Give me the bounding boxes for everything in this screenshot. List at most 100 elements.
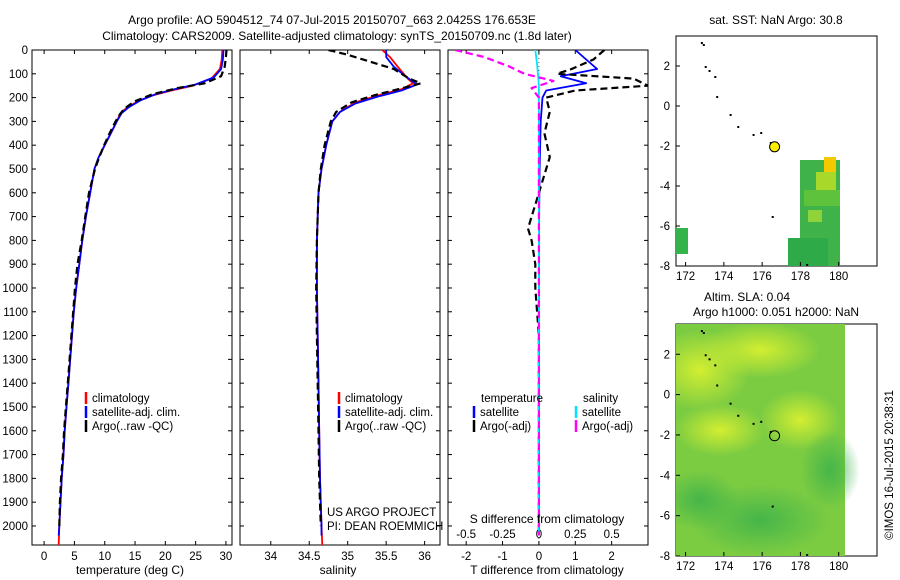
map-xtick-label: 178 <box>791 561 810 573</box>
sst-cell-mid <box>804 190 840 206</box>
salinity-xtick-label: 35.5 <box>375 551 397 563</box>
s-diff-tick-label: -0.25 <box>489 529 515 541</box>
depth-tick-label: 900 <box>9 259 28 271</box>
island-mark <box>708 358 711 361</box>
map-ytick-label: 0 <box>664 101 670 113</box>
temperature-xtick-label: 30 <box>220 551 233 563</box>
depth-tick-label: 1600 <box>2 426 28 438</box>
legend-climatology: climatology <box>92 393 150 405</box>
sla-map-title2: Argo h1000: 0.051 h2000: NaN <box>693 305 859 319</box>
salinity-xtick-label: 36 <box>418 551 431 563</box>
island-mark <box>771 216 774 218</box>
depth-tick-label: 1200 <box>2 331 28 343</box>
s-diff-tick-label: 0.5 <box>604 529 620 541</box>
temperature-xtick-label: 0 <box>41 551 47 563</box>
salinity-legend: climatology satellite-adj. clim. Argo(..… <box>337 392 433 433</box>
legend-satellite: satellite-adj. clim. <box>92 407 180 419</box>
depth-tick-label: 200 <box>9 93 28 105</box>
sst-argo-marker <box>769 141 781 153</box>
temperature-xtick-label: 20 <box>159 551 172 563</box>
island-mark <box>806 553 809 556</box>
depth-tick-label: 1700 <box>2 450 28 462</box>
depth-tick-label: 800 <box>9 235 28 247</box>
difference-xtick-label: -2 <box>461 551 471 563</box>
island-mark <box>714 364 717 367</box>
sst-cell-west <box>676 228 688 254</box>
sla-high-n <box>700 324 820 378</box>
depth-tick-label: 2000 <box>2 521 28 533</box>
header-line1: Argo profile: AO 5904512_74 07-Jul-2015 … <box>128 13 536 27</box>
depth-tick-label: 600 <box>9 188 28 200</box>
island-mark <box>708 70 711 72</box>
salinity-series-argo-raw-qc- <box>315 50 422 527</box>
copyright-label: ©IMOS 16-Jul-2015 20:38:31 <box>884 390 896 540</box>
temperature-plot-frame <box>31 49 233 546</box>
island-mark <box>752 134 755 136</box>
sst-map-field <box>676 157 840 266</box>
depth-tick-label: 1400 <box>2 378 28 390</box>
salinity-xtick-label: 34.5 <box>298 551 320 563</box>
salinity-x-label: salinity <box>320 563 357 577</box>
sla-low-e <box>800 430 860 510</box>
legend-header-salinity: salinity <box>583 393 618 405</box>
island-mark <box>702 44 705 46</box>
legend-s-argo: Argo(-adj) <box>582 421 633 433</box>
legend-satellite: satellite-adj. clim. <box>345 407 433 419</box>
map-xtick-label: 174 <box>714 561 734 573</box>
sla-map-field <box>676 324 860 556</box>
island-mark <box>771 505 774 508</box>
map-ytick-label: -2 <box>660 430 670 442</box>
map-xtick-label: 174 <box>714 271 734 283</box>
island-mark <box>737 414 740 417</box>
sla-argo-marker <box>769 430 781 442</box>
map-ytick-label: -6 <box>660 221 670 233</box>
island-mark <box>760 420 763 423</box>
temperature-xtick-label: 5 <box>71 551 77 563</box>
map-ytick-label: -4 <box>660 181 671 193</box>
map-xtick-label: 178 <box>791 271 810 283</box>
difference-xtick-label: 1 <box>572 551 578 563</box>
depth-tick-label: 1900 <box>2 497 28 509</box>
island-mark <box>716 96 719 98</box>
legend-header-temperature: temperature <box>481 393 543 405</box>
difference-series-group <box>455 50 648 536</box>
s-diff-tick-label: 0.25 <box>564 529 586 541</box>
temperature-xtick-label: 10 <box>98 551 111 563</box>
salinity-xtick-label: 35 <box>341 551 354 563</box>
map-xtick-label: 176 <box>753 271 772 283</box>
map-ytick-label: -6 <box>660 511 670 523</box>
map-xtick-label: 180 <box>829 561 848 573</box>
sst-map-frame <box>675 35 878 267</box>
temperature-series-climatology <box>57 50 224 545</box>
temperature-series-satellite-adj-clim- <box>57 50 225 536</box>
temperature-xtick-label: 15 <box>129 551 142 563</box>
pi-label: PI: DEAN ROEMMICH <box>327 521 443 533</box>
difference-series-satellite <box>538 50 598 536</box>
sst-coastline <box>700 42 809 266</box>
depth-tick-label: 300 <box>9 116 28 128</box>
temperature-xtick-label: 25 <box>189 551 202 563</box>
map-xtick-label: 180 <box>829 271 848 283</box>
map-ytick-label: -8 <box>660 551 670 563</box>
difference-xtick-label: 2 <box>608 551 614 563</box>
series-layer <box>57 50 648 545</box>
sst-block-south <box>788 238 828 266</box>
difference-plot-frame <box>447 49 649 546</box>
temperature-series-argo-raw-qc- <box>58 50 228 527</box>
sla-map-title1: Altim. SLA: 0.04 <box>704 290 790 304</box>
map-ytick-label: -2 <box>660 141 670 153</box>
difference-series-argo-adj- <box>526 50 648 536</box>
island-mark <box>806 264 809 266</box>
legend-argo: Argo(..raw -QC) <box>92 421 173 433</box>
sst-cell-warm <box>824 157 836 173</box>
depth-tick-label: 500 <box>9 164 28 176</box>
salinity-plot-frame <box>239 49 441 546</box>
sla-map-ticks: 172 174 176 178 180 2 0 -2 -4 -6 -8 <box>660 349 849 573</box>
map-xtick-label: 172 <box>676 271 695 283</box>
depth-tick-label: 100 <box>9 69 28 81</box>
island-mark <box>760 132 763 134</box>
island-mark <box>752 422 755 425</box>
header-line2: Climatology: CARS2009. Satellite-adjuste… <box>102 29 572 43</box>
depth-tick-label: 1800 <box>2 473 28 485</box>
sst-cell-yellowgreen <box>816 172 836 192</box>
